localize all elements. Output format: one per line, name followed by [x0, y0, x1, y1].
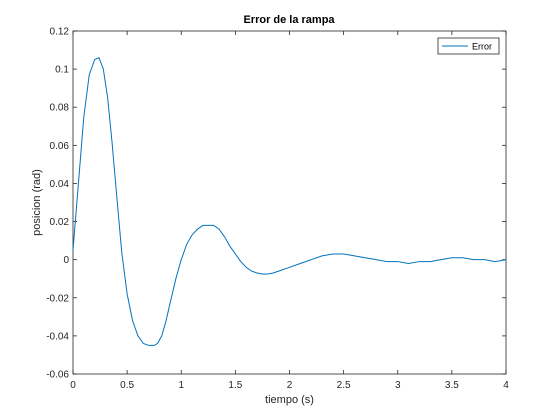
y-axis-label: posicion (rad) — [31, 169, 43, 236]
error-series-line — [72, 57, 507, 346]
legend-label: Error — [472, 42, 492, 52]
y-tick-label: 0.08 — [50, 103, 70, 114]
legend-box — [437, 37, 500, 55]
legend: Error — [437, 37, 500, 55]
y-tick-label: -0.06 — [46, 370, 69, 381]
y-axis: -0.06 -0.04 -0.02 0 0.02 0.04 0.06 0.08 0.1 0.12 — [46, 27, 506, 381]
plot-area — [72, 30, 507, 375]
x-tick-label: 3 — [395, 380, 401, 391]
y-tick-label: 0.12 — [50, 27, 70, 38]
x-tick-label: 2.5 — [337, 380, 351, 391]
chart-title: Error de la rampa — [243, 14, 335, 26]
y-tick-label: -0.02 — [46, 293, 69, 304]
x-tick-label: 0.5 — [120, 380, 134, 391]
y-tick-label: -0.04 — [46, 331, 69, 342]
y-tick-label: 0.02 — [50, 217, 70, 228]
y-tick-label: 0.06 — [50, 141, 70, 152]
x-tick-label: 1.5 — [228, 380, 242, 391]
x-tick-label: 3.5 — [445, 380, 459, 391]
x-tick-label: 0 — [70, 380, 76, 391]
x-tick-label: 2 — [287, 380, 293, 391]
y-tick-label: 0.1 — [55, 65, 69, 76]
x-tick-label: 4 — [503, 380, 509, 391]
y-tick-label: 0 — [63, 255, 69, 266]
x-axis: 0 0.5 1 1.5 2 2.5 3 3.5 4 — [70, 31, 509, 391]
x-axis-label: tiempo (s) — [265, 394, 314, 406]
x-tick-label: 1 — [178, 380, 184, 391]
y-tick-label: 0.04 — [50, 179, 70, 190]
